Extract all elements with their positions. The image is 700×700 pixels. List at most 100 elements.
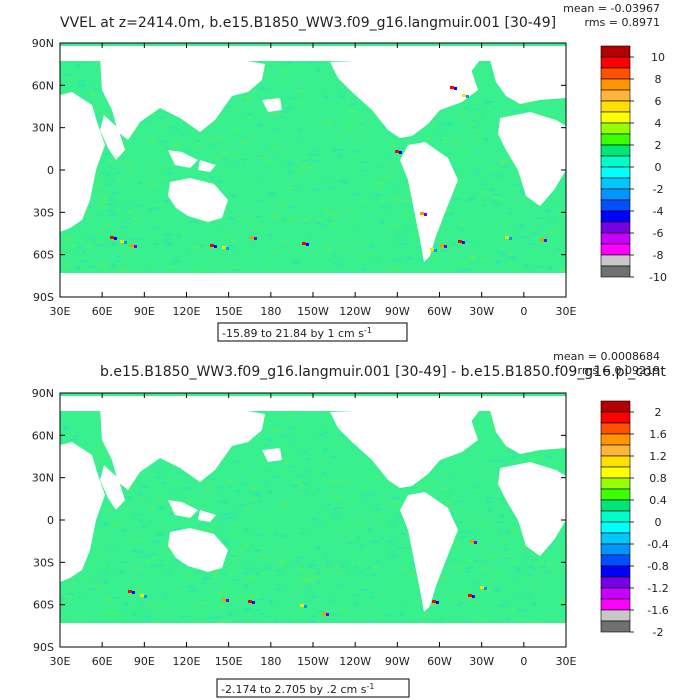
ocean-speck — [244, 254, 250, 257]
ocean-speck — [356, 562, 362, 565]
hotspot — [130, 244, 134, 247]
ocean-speck — [242, 98, 247, 101]
ocean-speck — [410, 486, 417, 489]
ocean-speck — [394, 246, 398, 249]
ocean-speck — [107, 161, 113, 164]
ocean-speck — [442, 213, 449, 216]
ocean-speck — [230, 266, 239, 269]
x-tick-label: 0 — [520, 655, 527, 668]
ocean-speck — [326, 208, 332, 211]
ocean-speck — [75, 246, 83, 249]
ocean-speck — [111, 612, 119, 615]
colorbar-label: 4 — [655, 117, 662, 130]
ocean-speck — [450, 566, 454, 569]
ocean-speck — [433, 244, 441, 247]
ocean-speck — [514, 567, 522, 570]
ocean-speck — [527, 596, 532, 599]
ocean-speck — [359, 588, 368, 591]
ocean-speck — [361, 161, 370, 164]
x-tick-label: 0 — [520, 305, 527, 318]
ocean-speck — [453, 542, 459, 545]
ocean-speck — [116, 259, 121, 262]
ocean-speck — [238, 217, 242, 220]
ocean-speck — [229, 511, 237, 514]
ocean-speck — [76, 64, 81, 67]
ocean-speck — [392, 500, 401, 503]
colorbar-swatch — [600, 488, 631, 501]
ocean-speck — [272, 620, 278, 623]
ocean-speck — [252, 241, 258, 244]
ocean-speck — [105, 209, 114, 212]
ocean-speck — [272, 533, 279, 536]
colorbar-label: 0.4 — [649, 494, 667, 507]
ocean-speck — [477, 545, 481, 547]
ocean-speck — [325, 560, 331, 563]
ocean-speck — [127, 488, 133, 491]
ocean-speck — [322, 449, 327, 452]
ocean-speck — [340, 565, 348, 568]
x-tick-label: 120E — [173, 655, 201, 668]
ocean-speck — [391, 197, 397, 200]
ocean-speck — [232, 460, 238, 463]
ocean-speck — [189, 589, 197, 592]
ocean-speck — [530, 567, 539, 570]
ocean-speck — [490, 167, 495, 170]
colorbar-label: 2 — [655, 406, 662, 419]
ocean-speck — [224, 590, 229, 593]
ocean-speck — [258, 598, 266, 601]
ocean-speck — [483, 138, 490, 141]
ocean-speck — [489, 459, 498, 462]
ocean-speck — [130, 237, 135, 240]
ocean-speck — [239, 504, 246, 507]
ocean-speck — [257, 123, 265, 126]
ocean-speck — [551, 540, 556, 543]
y-axis: 90N 60N 30N 0 30S 60S 90S — [32, 387, 566, 654]
ocean-speck — [228, 571, 233, 574]
ocean-speck — [522, 109, 528, 112]
ocean-speck — [294, 481, 300, 483]
ocean-speck — [264, 443, 270, 446]
ocean-speck — [337, 134, 342, 137]
ocean-speck — [221, 573, 227, 576]
ocean-speck — [345, 572, 350, 575]
ocean-speck — [97, 554, 104, 557]
ocean-speck — [106, 532, 111, 535]
ocean-speck — [224, 158, 229, 161]
hotspot — [472, 595, 475, 598]
ocean-speck — [466, 199, 474, 202]
x-tick-label: 120E — [173, 305, 201, 318]
ocean-speck — [305, 490, 309, 493]
ocean-speck — [549, 112, 556, 115]
ocean-speck — [555, 205, 559, 208]
ocean-speck — [287, 171, 293, 174]
ocean-speck — [399, 243, 407, 245]
ocean-speck — [170, 126, 178, 129]
ocean-speck — [438, 122, 442, 125]
ocean-speck — [387, 540, 395, 543]
ocean-speck — [249, 487, 257, 490]
ocean-speck — [136, 582, 141, 585]
ocean-speck — [534, 265, 542, 268]
colorbar-swatch — [600, 100, 631, 113]
hotspot — [399, 151, 402, 154]
ocean-speck — [293, 553, 297, 556]
ocean-speck — [276, 216, 281, 219]
ocean-speck — [472, 119, 476, 122]
ocean-speck — [253, 215, 262, 218]
ocean-speck — [330, 455, 337, 458]
ocean-speck — [163, 239, 169, 242]
ocean-speck — [96, 119, 101, 122]
ocean-speck — [486, 501, 493, 503]
ocean-speck — [111, 178, 120, 181]
ocean-speck — [82, 251, 86, 254]
ocean-speck — [475, 129, 482, 132]
ocean-speck — [306, 579, 315, 582]
ocean-speck — [495, 521, 502, 523]
ocean-speck — [235, 154, 239, 156]
ocean-speck — [138, 518, 143, 521]
ocean-speck — [374, 503, 379, 506]
ocean-speck — [267, 491, 272, 494]
ocean-speck — [433, 248, 442, 250]
ocean-speck — [481, 191, 490, 194]
ocean-speck — [472, 601, 480, 604]
